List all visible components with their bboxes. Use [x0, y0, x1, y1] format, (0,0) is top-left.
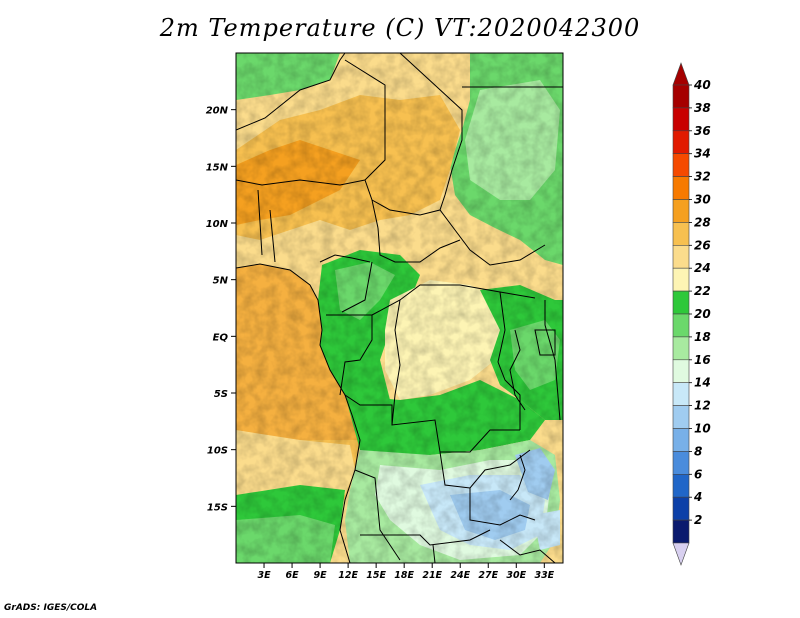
lon-tick-label: 24E: [450, 570, 470, 581]
colorbar-swatch: [672, 428, 690, 452]
colorbar-label: 34: [694, 147, 711, 161]
colorbar-swatch: [672, 359, 690, 383]
colorbar-label: 14: [694, 376, 711, 390]
colorbar-label: 22: [694, 284, 711, 298]
colorbar-bottom-arrow: [672, 542, 690, 566]
grads-credit: GrADS: IGES/COLA: [4, 603, 98, 613]
colorbar-swatch: [672, 336, 690, 361]
colorbar-swatch: [672, 153, 690, 177]
colorbar-label: 12: [694, 399, 711, 413]
colorbar-label: 4: [693, 490, 702, 504]
colorbar-label: 28: [694, 215, 711, 229]
colorbar-swatch: [672, 519, 690, 544]
colorbar-swatch: [672, 382, 690, 406]
colorbar-label: 24: [694, 261, 711, 275]
colorbar-label: 38: [694, 101, 711, 115]
lon-tick-label: 27E: [478, 570, 498, 581]
lon-tick-label: 33E: [534, 570, 554, 581]
colorbar-label: 16: [694, 353, 711, 367]
colorbar: 40 38 36 34 32 30 28 26 24 22 20 18 16 14 12 10 8 6 4 2: [672, 62, 711, 566]
lon-tick-label: 12E: [338, 570, 358, 581]
lon-tick-label: 9E: [314, 570, 328, 581]
colorbar-label: 20: [694, 307, 711, 321]
latitude-axis: 20N 15N 10N 5N EQ 5S 10S 15S: [206, 106, 236, 513]
colorbar-label: 18: [694, 330, 711, 344]
lon-tick-label: 30E: [506, 570, 526, 581]
colorbar-label: 32: [694, 170, 711, 184]
colorbar-label: 40: [693, 78, 711, 92]
colorbar-label: 10: [694, 422, 711, 436]
colorbar-swatch: [672, 199, 690, 223]
lon-tick-label: 3E: [257, 570, 271, 581]
lat-tick-label: EQ: [213, 332, 229, 343]
lat-tick-label: 10N: [206, 219, 229, 230]
colorbar-swatch: [672, 290, 690, 315]
colorbar-swatch: [672, 130, 690, 155]
temperature-field: [236, 53, 563, 563]
lat-tick-label: 10S: [207, 446, 228, 457]
colorbar-swatch: [672, 405, 690, 429]
colorbar-swatch: [672, 245, 690, 269]
colorbar-swatch: [672, 84, 690, 109]
lat-tick-label: 5S: [214, 389, 228, 400]
colorbar-swatch: [672, 451, 690, 475]
lat-tick-label: 5N: [213, 276, 229, 287]
colorbar-swatch: [672, 496, 690, 521]
lon-tick-label: 15E: [366, 570, 386, 581]
lat-tick-label: 15S: [207, 502, 228, 513]
colorbar-label: 2: [694, 513, 702, 527]
colorbar-swatch: [672, 473, 690, 498]
lon-tick-label: 18E: [394, 570, 414, 581]
lon-tick-label: 21E: [422, 570, 442, 581]
colorbar-swatch: [672, 222, 690, 246]
longitude-axis: 3E 6E 9E 12E 15E 18E 21E 24E 27E 30E 33E: [257, 563, 555, 581]
colorbar-label: 36: [694, 124, 711, 138]
lat-tick-label: 15N: [206, 162, 229, 173]
chart-title: 2m Temperature (C) VT:2020042300: [159, 14, 641, 42]
colorbar-label: 6: [694, 467, 702, 481]
colorbar-swatch: [672, 107, 690, 132]
colorbar-label: 30: [694, 193, 711, 207]
country-borders: [236, 53, 563, 563]
lat-tick-label: 20N: [206, 106, 229, 117]
lon-tick-label: 6E: [286, 570, 300, 581]
colorbar-swatch: [672, 313, 690, 338]
map-frame: [235, 52, 564, 564]
colorbar-swatch: [672, 267, 690, 292]
colorbar-top-arrow: [672, 62, 690, 86]
colorbar-label: 26: [694, 238, 711, 252]
colorbar-label: 8: [694, 444, 702, 458]
colorbar-swatch: [672, 176, 690, 200]
